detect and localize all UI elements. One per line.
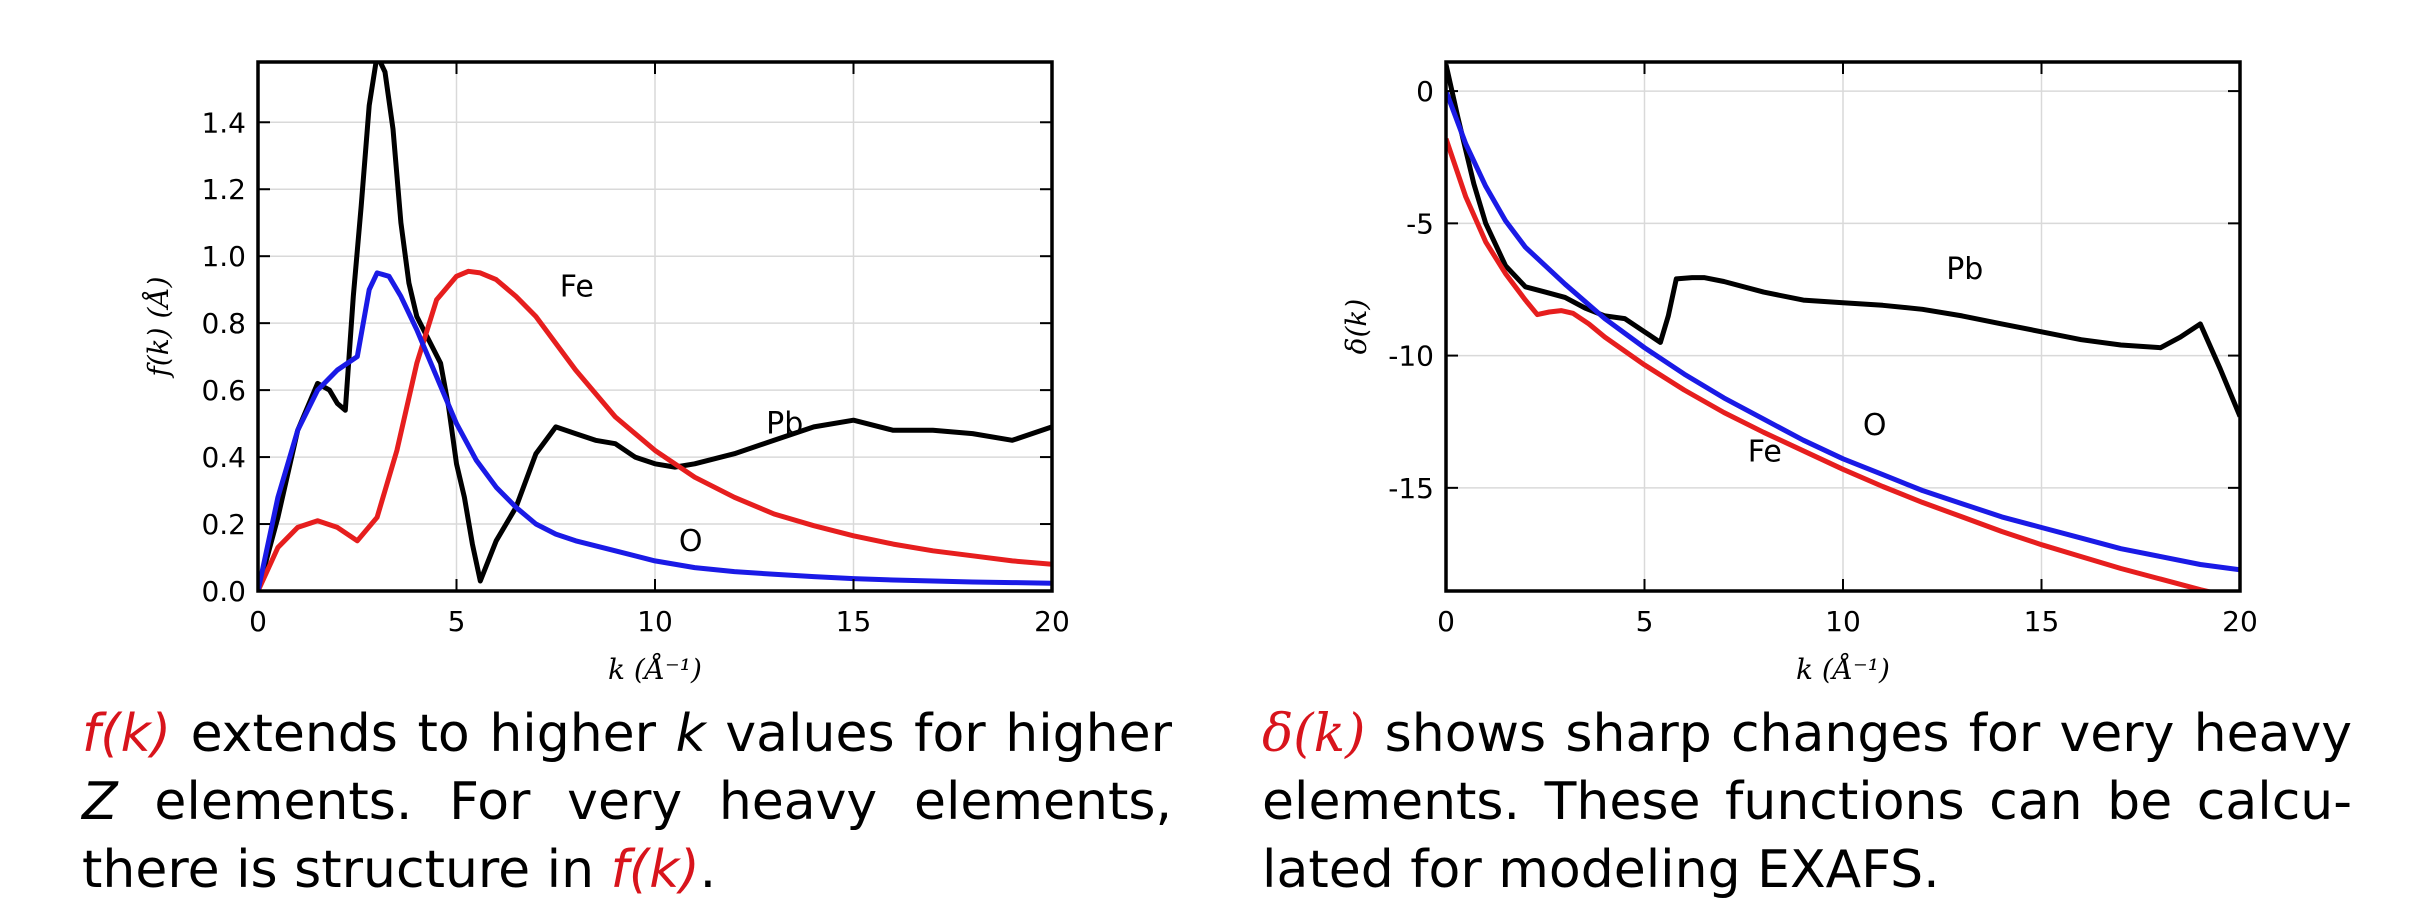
series-annotation-pb: Pb [766,407,803,442]
x-tick-label: 0 [249,605,267,638]
caption-text: elements. For very heavy elements, there… [82,772,1172,900]
y-tick-label: -15 [1388,472,1434,505]
caption-math-fk: f(k) [82,704,171,764]
x-tick-label: 0 [1437,605,1455,638]
y-tick-label: 1.4 [201,106,246,139]
series-annotation-o: O [1863,408,1887,443]
chart-f-of-k: 0 5 10 15 20 0.0 0.2 0.4 0.6 0.8 1.0 1.2 1.4 k (Å⁻¹) f… [142,60,1070,686]
caption-text: values for higher [705,704,1172,764]
y-tick-label: 0.2 [201,508,246,541]
caption-math-delta-k: δ(k) [1262,704,1366,764]
caption-left: f(k) extends to higher k values for high… [82,700,1172,904]
x-tick-label: 5 [448,605,466,638]
x-tick-label: 20 [1034,605,1070,638]
caption-text: shows sharp changes for very heavy eleme… [1262,704,2352,900]
caption-text: . [699,840,717,900]
series-line-pb [1446,64,2240,418]
caption-math-z: Z [82,772,118,832]
y-axis-label: f(k) (Å) [142,276,175,378]
y-tick-label: 0 [1416,75,1434,108]
y-tick-label: 0.0 [201,575,246,608]
series-line-pb [258,62,1052,591]
x-axis-label: k (Å⁻¹) [608,653,702,686]
x-tick-label: 10 [1825,605,1861,638]
y-tick-label: -10 [1388,340,1434,373]
x-tick-label: 20 [2222,605,2258,638]
caption-text: extends to higher [171,704,676,764]
caption-math-fk: f(k) [610,840,700,900]
x-axis-label: k (Å⁻¹) [1796,653,1890,686]
charts-canvas: 0 5 10 15 20 0.0 0.2 0.4 0.6 0.8 1.0 1.2 1.4 k (Å⁻¹) f… [142,60,2258,686]
x-tick-label: 15 [2024,605,2060,638]
series-annotation-fe: Fe [1748,434,1782,469]
caption-math-k: k [675,704,706,764]
y-tick-label: 0.8 [201,307,246,340]
x-tick-label: 5 [1636,605,1654,638]
y-tick-label: 1.0 [201,240,246,273]
series-line-fe [258,268,1052,591]
y-axis-label: δ(k) [1340,299,1373,355]
series-line-o [1446,90,2240,573]
x-tick-label: 15 [836,605,872,638]
series-annotation-fe: Fe [560,269,594,304]
y-tick-label: 1.2 [201,173,246,206]
series-annotation-o: O [679,524,703,559]
series-line-fe [1446,137,2217,591]
chart-delta-of-k: 0 5 10 15 20 0 -5 -10 -15 k (Å⁻¹) δ(k) Pb O Fe [1340,60,2258,686]
series-annotation-pb: Pb [1946,252,1983,287]
y-tick-label: 0.6 [201,374,246,407]
y-tick-label: 0.4 [201,441,246,474]
caption-right: δ(k) shows sharp changes for very heavy … [1262,700,2352,904]
x-tick-label: 10 [637,605,673,638]
series-line-o [258,270,1052,591]
y-tick-label: -5 [1406,207,1434,240]
